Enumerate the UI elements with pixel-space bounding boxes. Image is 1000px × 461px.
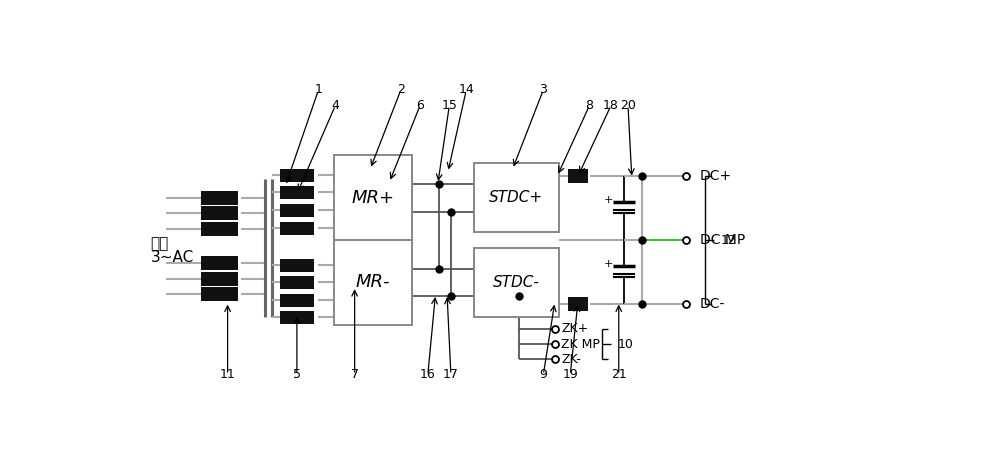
Text: +: + — [604, 195, 613, 206]
Text: 1: 1 — [315, 83, 322, 96]
Bar — [201, 206, 238, 220]
Bar — [334, 155, 412, 240]
Text: +: + — [604, 260, 613, 269]
Bar — [201, 222, 238, 236]
Text: STDC-: STDC- — [493, 275, 540, 290]
Bar — [201, 256, 238, 270]
Text: 7: 7 — [351, 368, 359, 381]
Bar — [474, 248, 559, 317]
Bar — [201, 272, 238, 285]
Text: 21: 21 — [611, 368, 627, 381]
Text: STDC+: STDC+ — [489, 190, 543, 205]
Text: 14: 14 — [458, 83, 474, 96]
Text: 5: 5 — [293, 368, 301, 381]
Text: DC+: DC+ — [700, 169, 732, 183]
Text: 2: 2 — [397, 83, 405, 96]
Text: 16: 16 — [420, 368, 436, 381]
Text: 19: 19 — [562, 368, 578, 381]
Text: 12: 12 — [720, 234, 736, 247]
Text: 11: 11 — [220, 368, 235, 381]
Bar — [280, 259, 314, 272]
Text: 4: 4 — [331, 99, 339, 112]
Text: 20: 20 — [620, 99, 636, 112]
Text: 3: 3 — [539, 83, 547, 96]
Bar — [474, 163, 559, 232]
Text: ZK+: ZK+ — [561, 322, 588, 335]
Bar — [280, 169, 314, 182]
Bar — [280, 186, 314, 199]
Bar — [568, 297, 588, 311]
Bar — [201, 191, 238, 205]
Bar — [334, 240, 412, 325]
Text: DC-: DC- — [700, 297, 725, 311]
Text: DC MP: DC MP — [700, 233, 745, 247]
Bar — [280, 276, 314, 290]
Bar — [280, 222, 314, 235]
Text: ZK MP: ZK MP — [561, 337, 600, 350]
Text: 10: 10 — [617, 337, 633, 350]
Text: 9: 9 — [539, 368, 547, 381]
Text: 3~AC: 3~AC — [151, 249, 194, 265]
Text: 17: 17 — [443, 368, 459, 381]
Text: 6: 6 — [416, 99, 424, 112]
Text: MR+: MR+ — [352, 189, 395, 207]
Bar — [280, 311, 314, 324]
Text: 15: 15 — [441, 99, 457, 112]
Bar — [568, 169, 588, 183]
Bar — [201, 287, 238, 301]
Text: 电源: 电源 — [151, 236, 169, 251]
Text: 18: 18 — [603, 99, 619, 112]
Bar — [280, 294, 314, 307]
Bar — [280, 204, 314, 217]
Text: ZK-: ZK- — [561, 353, 581, 366]
Text: MR-: MR- — [356, 273, 390, 291]
Text: 8: 8 — [586, 99, 594, 112]
